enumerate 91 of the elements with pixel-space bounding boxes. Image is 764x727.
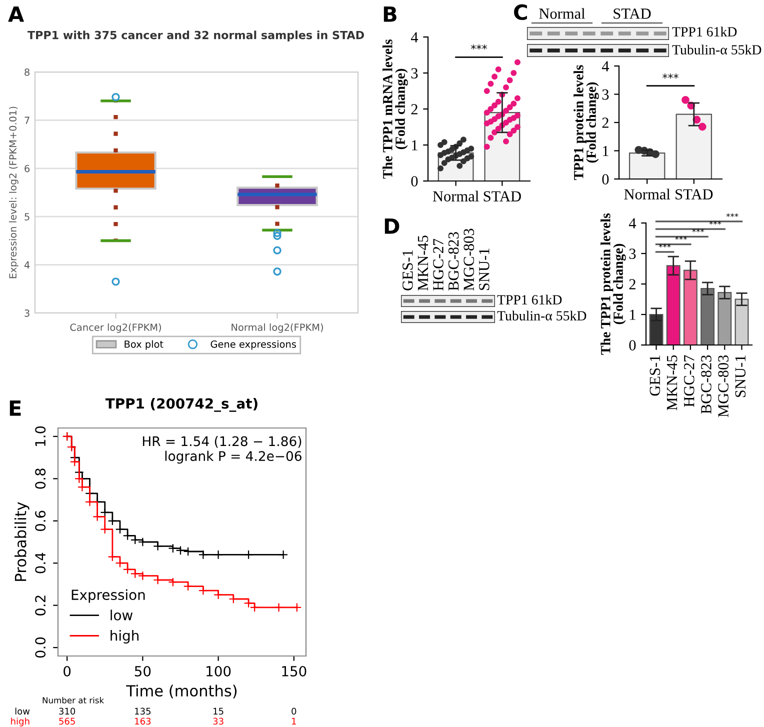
y-tick-label: 0 bbox=[411, 176, 418, 186]
text: *** bbox=[726, 213, 738, 218]
text: 565 bbox=[59, 718, 75, 725]
x-tick-label: MKN-45 bbox=[666, 355, 678, 410]
x-tick-label: STAD bbox=[676, 189, 713, 200]
chart-title: TPP1 with 375 cancer and 32 normal samples in STAD bbox=[28, 30, 364, 42]
text: Box plot bbox=[124, 340, 164, 350]
y-tick-label: 7 bbox=[24, 116, 30, 124]
text: C bbox=[514, 4, 527, 20]
x-tick-label: 100 bbox=[206, 666, 231, 676]
text: MKN-45 bbox=[418, 236, 428, 291]
text: 310 bbox=[59, 708, 76, 715]
y-tick-label: 3 bbox=[24, 309, 30, 317]
x-tick-label: BGC-823 bbox=[701, 355, 712, 414]
y-tick-label: 2 bbox=[411, 104, 418, 114]
text: HGC-27 bbox=[433, 238, 444, 291]
y-tick-label: 4 bbox=[410, 32, 418, 42]
text: MGC-803 bbox=[464, 228, 474, 291]
legend-title: Expression bbox=[72, 589, 145, 603]
x-tick-label: STAD bbox=[484, 191, 521, 202]
y-tick-label: 4 bbox=[602, 61, 610, 72]
text: STAD bbox=[614, 8, 651, 19]
annotation: *** bbox=[662, 74, 678, 79]
text: SNU-1 bbox=[479, 248, 490, 290]
text: 15 bbox=[214, 708, 224, 715]
text: Tubulin-α 55kD bbox=[672, 44, 762, 54]
text: high bbox=[11, 718, 30, 726]
text: B bbox=[384, 6, 396, 22]
text: BGC-823 bbox=[448, 232, 459, 291]
y-tick-label: 1 bbox=[602, 146, 608, 156]
y-tick-label: 0.0 bbox=[35, 637, 46, 658]
text: Tubulin-α 55kD bbox=[497, 310, 586, 320]
text: TPP1 61kD bbox=[497, 294, 562, 304]
legend-label: high bbox=[110, 630, 138, 644]
y-tick-label: 4 bbox=[24, 261, 30, 268]
y-axis-title: The TPP1 protein levels (Fold change) bbox=[600, 213, 626, 355]
annotation: *** bbox=[471, 44, 487, 50]
text: 1 bbox=[292, 718, 296, 724]
x-tick-label: 50 bbox=[134, 666, 151, 676]
annotation: logrank P = 4.2e−06 bbox=[165, 450, 302, 464]
y-tick-label: 1 bbox=[630, 310, 636, 320]
x-tick-label: SNU-1 bbox=[735, 356, 746, 397]
y-axis-title: The TPP1 mRNA levels (Fold change) bbox=[382, 39, 408, 179]
y-tick-label: 5 bbox=[24, 213, 30, 220]
y-tick-label: 1 bbox=[412, 140, 418, 150]
y-tick-label: 2 bbox=[629, 279, 636, 290]
annotation: HR = 1.54 (1.28 − 1.86) bbox=[142, 436, 302, 448]
x-tick-label: HGC-27 bbox=[684, 355, 694, 407]
annotation: *** bbox=[692, 228, 704, 232]
text: D bbox=[384, 218, 400, 234]
y-tick-label: 1.0 bbox=[35, 426, 46, 446]
text: A bbox=[8, 6, 24, 22]
text: low bbox=[15, 708, 30, 715]
text: 135 bbox=[135, 708, 151, 715]
text: E bbox=[10, 400, 21, 416]
text: Number at risk bbox=[42, 696, 104, 704]
text: TPP1 61kD bbox=[672, 26, 737, 36]
y-tick-label: 4 bbox=[628, 218, 636, 228]
text: Normal bbox=[539, 8, 586, 19]
text: 33 bbox=[213, 718, 224, 725]
x-tick-label: Normal bbox=[432, 190, 479, 202]
text: GES-1 bbox=[402, 250, 413, 290]
legend-label: low bbox=[110, 610, 133, 620]
y-axis-title: TPP1 protein levels (Fold change) bbox=[574, 65, 599, 180]
y-tick-label: 3 bbox=[629, 248, 636, 259]
chart-title: TPP1 (200742_s_at) bbox=[105, 398, 258, 412]
y-axis-title: Expression level: log2 (FPKM+0.01) bbox=[8, 106, 18, 278]
y-tick-label: 0.4 bbox=[35, 552, 46, 574]
y-tick-label: 0.8 bbox=[35, 468, 46, 489]
annotation: *** bbox=[709, 220, 722, 225]
text: 0 bbox=[292, 708, 296, 715]
y-tick-label: 2 bbox=[602, 118, 608, 128]
x-tick-label: Normal bbox=[624, 188, 670, 200]
x-axis-title: Time (months) bbox=[126, 684, 237, 698]
y-tick-label: 0.2 bbox=[35, 596, 46, 616]
y-tick-label: 0.6 bbox=[35, 510, 46, 532]
y-tick-label: 6 bbox=[24, 164, 30, 172]
x-tick-label: GES-1 bbox=[650, 356, 660, 396]
text: 163 bbox=[135, 718, 151, 725]
x-tick-label: MGC-803 bbox=[718, 355, 728, 418]
y-axis-title: Probability bbox=[14, 502, 30, 581]
y-tick-label: 0 bbox=[602, 174, 609, 184]
y-tick-label: 3 bbox=[602, 89, 609, 100]
x-tick-label: 0 bbox=[64, 666, 71, 676]
x-tick-label: 150 bbox=[282, 666, 306, 676]
y-tick-label: 8 bbox=[24, 68, 30, 76]
x-tick-label: Cancer log2(FPKM) bbox=[70, 323, 161, 333]
y-tick-label: 0 bbox=[629, 340, 636, 350]
y-tick-label: 3 bbox=[411, 68, 418, 78]
x-tick-label: Normal log2(FPKM) bbox=[232, 323, 323, 333]
legend-label: Gene expressions bbox=[210, 340, 296, 350]
